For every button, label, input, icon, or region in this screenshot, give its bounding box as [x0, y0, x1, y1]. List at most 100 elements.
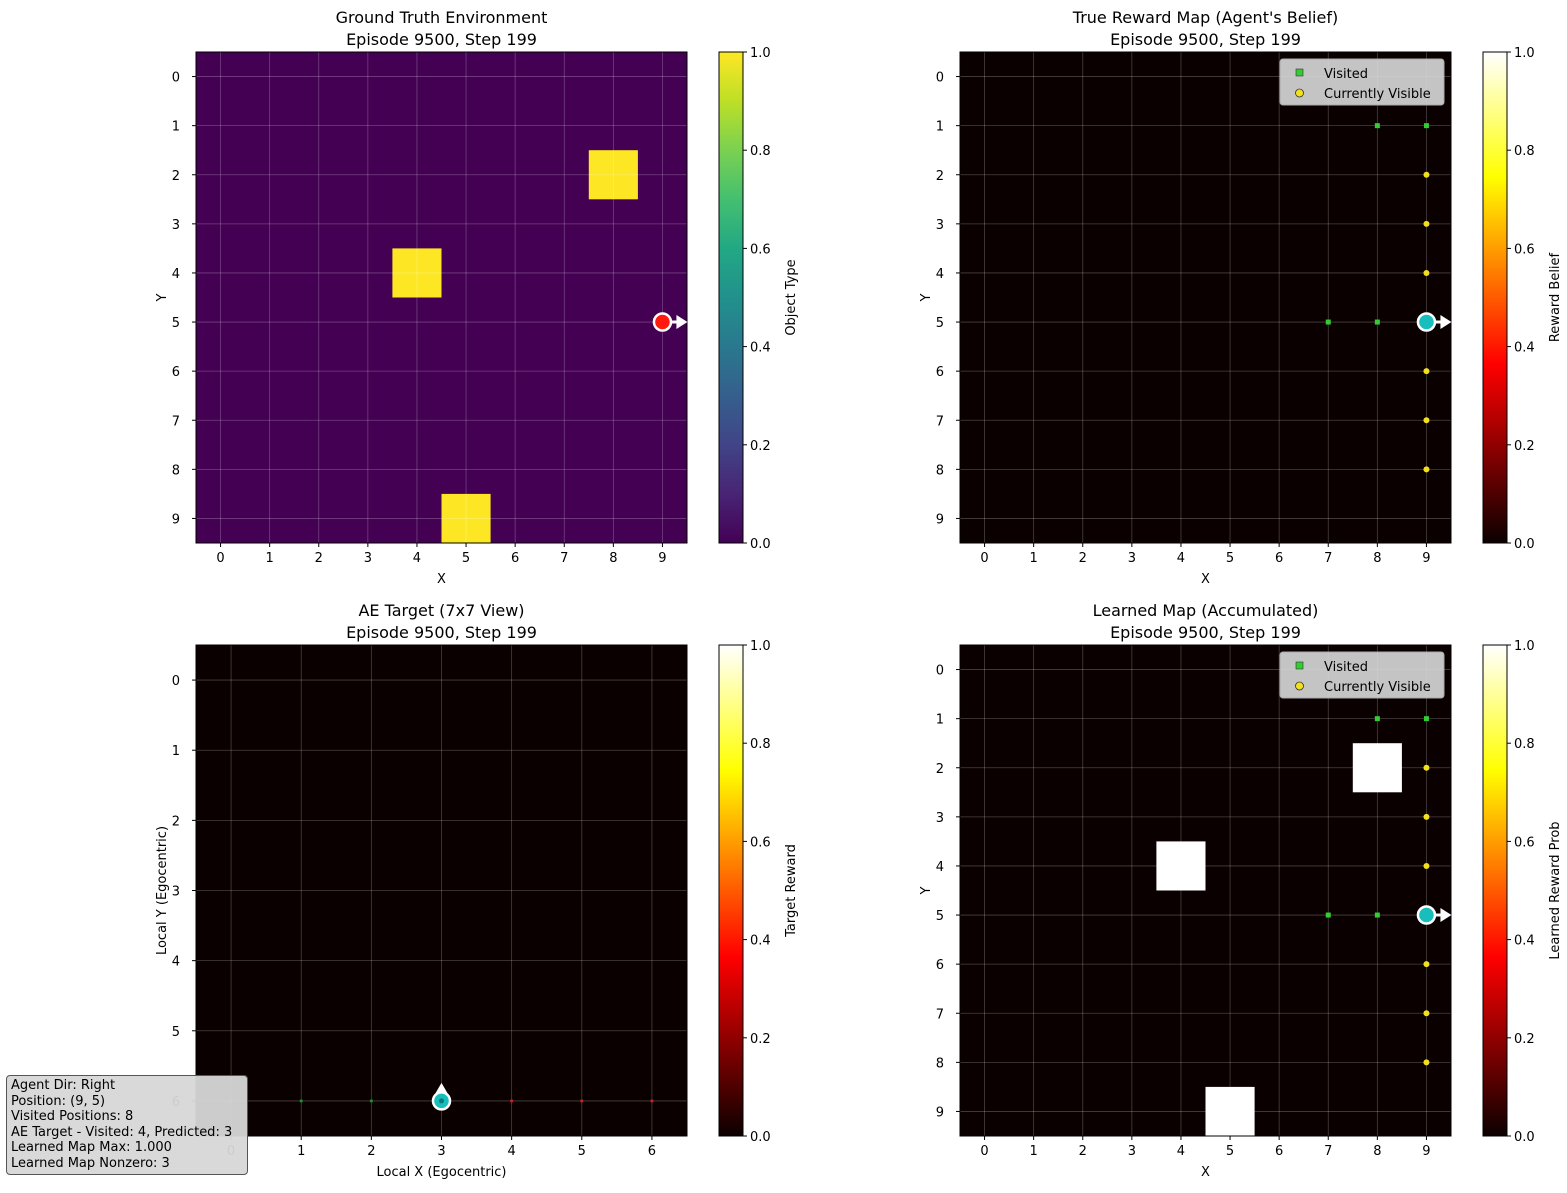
predicted-dot: [650, 1099, 654, 1103]
colorbar-tick-label: 0.4: [750, 934, 771, 949]
visited-marker: [1374, 912, 1380, 918]
colorbar-label: Reward Belief: [1548, 252, 1563, 342]
visible-marker: [1423, 417, 1430, 424]
visible-marker: [1423, 220, 1430, 227]
visited-marker: [1374, 319, 1380, 325]
x-tick-label: 2: [1079, 1144, 1087, 1159]
heatmap-cell: [392, 248, 442, 298]
agent-arrow-head: [1440, 315, 1452, 330]
heatmap-cell: [441, 493, 491, 543]
x-axis-label: X: [437, 572, 446, 587]
y-tick-label: 9: [936, 512, 944, 527]
legend-visited-swatch: [1295, 661, 1304, 670]
colorbar-label: Learned Reward Prob: [1548, 821, 1563, 959]
y-tick-label: 2: [936, 169, 944, 184]
info-box: Agent Dir: Right Position: (9, 5) Visite…: [6, 1075, 248, 1175]
colorbar-tick-label: 0.2: [750, 1032, 771, 1047]
visited-marker: [1423, 123, 1429, 129]
colorbar-tick-label: 0.6: [1514, 242, 1535, 257]
y-tick-label: 8: [936, 1056, 944, 1071]
y-tick-label: 9: [172, 512, 180, 527]
colorbar: [1482, 51, 1508, 544]
legend-visible-swatch: [1295, 88, 1304, 98]
y-tick-label: 0: [936, 71, 944, 86]
colorbar-label: Object Type: [784, 259, 799, 335]
colorbar-tick-label: 0.6: [750, 835, 771, 850]
x-tick-label: 5: [462, 551, 470, 566]
y-tick-label: 1: [936, 713, 944, 728]
info-position: Position: (9, 5): [11, 1093, 106, 1109]
predicted-dot: [580, 1099, 584, 1103]
x-tick-label: 4: [1177, 551, 1185, 566]
y-tick-label: 1: [936, 120, 944, 135]
colorbar-tick-label: 0.2: [750, 439, 771, 454]
colorbar-tick-label: 1.0: [750, 46, 771, 61]
y-tick-label: 4: [936, 860, 944, 875]
chart-subtitle: Episode 9500, Step 199: [346, 623, 537, 642]
x-tick-label: 6: [511, 551, 519, 566]
x-tick-label: 1: [1030, 551, 1038, 566]
legend-box: [1279, 651, 1445, 699]
colorbar-tick-label: 0.8: [1514, 144, 1535, 159]
legend: Visited Currently Visible: [1279, 58, 1445, 106]
x-tick-label: 0: [980, 551, 988, 566]
predicted-dot: [510, 1099, 514, 1103]
colorbar-tick-label: 0.0: [750, 1130, 771, 1145]
colorbar-tick-label: 0.0: [1514, 537, 1535, 552]
chart-panel-1: Ground Truth Environment Episode 9500, St…: [155, 8, 799, 587]
legend-visible-swatch: [1295, 681, 1304, 691]
agent-arrow-head: [1440, 908, 1452, 923]
info-visited-positions: Visited Positions: 8: [11, 1109, 134, 1125]
visible-marker: [1423, 171, 1430, 178]
y-tick-label: 6: [936, 365, 944, 380]
legend-visited-label: Visited: [1324, 660, 1368, 675]
y-tick-label: 0: [936, 664, 944, 679]
visible-marker: [1423, 466, 1430, 473]
colorbar-tick-label: 0.6: [750, 242, 771, 257]
legend-box: [1279, 58, 1445, 106]
x-tick-label: 2: [367, 1144, 375, 1159]
visited-dot: [369, 1099, 373, 1103]
colorbar-tick-label: 0.2: [1514, 1032, 1535, 1047]
y-tick-label: 3: [172, 218, 180, 233]
chart-panel-2: True Reward Map (Agent's Belief) Episode …: [919, 8, 1563, 587]
y-tick-label: 4: [172, 955, 180, 970]
visible-marker: [1423, 813, 1430, 820]
chart-subtitle: Episode 9500, Step 199: [1110, 30, 1301, 49]
x-tick-label: 2: [315, 551, 323, 566]
axes-frame: [195, 51, 688, 544]
legend-visited-swatch: [1295, 68, 1304, 77]
x-tick-label: 7: [560, 551, 568, 566]
x-tick-label: 6: [1275, 551, 1283, 566]
y-tick-label: 1: [172, 744, 180, 759]
y-tick-label: 5: [936, 316, 944, 331]
visible-marker: [1423, 961, 1430, 968]
y-tick-label: 7: [172, 414, 180, 429]
info-ae-target: AE Target - Visited: 4, Predicted: 3: [11, 1124, 233, 1140]
x-tick-label: 8: [609, 551, 617, 566]
x-tick-label: 5: [578, 1144, 586, 1159]
y-tick-label: 0: [172, 674, 180, 689]
heatmap-cell: [588, 150, 638, 200]
visible-marker: [1423, 269, 1430, 276]
colorbar-tick-label: 0.2: [1514, 439, 1535, 454]
x-tick-label: 8: [1373, 1144, 1381, 1159]
y-tick-label: 3: [936, 811, 944, 826]
y-tick-label: 7: [936, 1007, 944, 1022]
x-tick-label: 3: [1128, 551, 1136, 566]
y-tick-label: 5: [172, 1025, 180, 1040]
colorbar: [718, 51, 744, 544]
agent-marker: [1416, 312, 1437, 332]
y-tick-label: 2: [172, 814, 180, 829]
colorbar-tick-label: 1.0: [1514, 46, 1535, 61]
y-tick-label: 5: [172, 316, 180, 331]
colorbar-tick-label: 1.0: [750, 639, 771, 654]
x-tick-label: 3: [437, 1144, 445, 1159]
y-tick-label: 2: [172, 169, 180, 184]
visited-dot: [299, 1099, 303, 1103]
y-tick-label: 8: [936, 463, 944, 478]
axes-frame: [959, 644, 1452, 1137]
visible-marker: [1423, 1010, 1430, 1017]
x-tick-label: 0: [980, 1144, 988, 1159]
